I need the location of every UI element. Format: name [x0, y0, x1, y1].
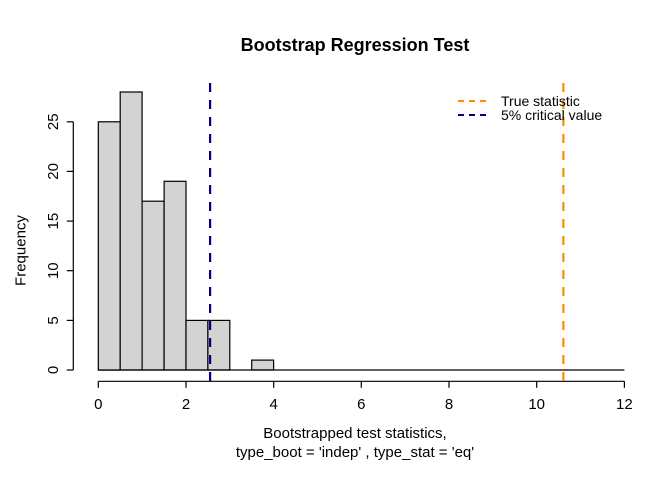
x-axis-label: Bootstrapped test statistics, type_boot … [105, 424, 605, 462]
legend: True statistic 5% critical value [458, 93, 603, 123]
y-axis-tick-label: 0 [45, 366, 62, 374]
true-statistic-dashed-line-swatch [458, 100, 486, 102]
histogram-bar [97, 121, 121, 371]
y-axis-tick-label: 15 [45, 213, 62, 230]
legend-item-true-statistic: True statistic [458, 93, 602, 109]
critical-value-dashed-line-swatch [458, 114, 486, 116]
x-axis-label-line1: Bootstrapped test statistics, [263, 425, 447, 442]
y-axis-tick-label: 10 [45, 262, 62, 279]
x-axis-tick-label: 4 [270, 396, 278, 413]
x-axis-tick-label: 8 [445, 396, 453, 413]
x-axis-tick-label: 12 [616, 396, 633, 413]
histogram-bar [141, 200, 165, 371]
x-axis-tick-label: 6 [357, 396, 365, 413]
x-axis-label-line2: type_boot = 'indep' , type_stat = 'eq' [235, 444, 475, 461]
histogram-bar [185, 319, 209, 371]
legend-label-true-statistic: True statistic [501, 93, 580, 109]
y-axis-label: Frequency [12, 215, 30, 286]
y-axis-tick-label: 25 [45, 113, 62, 130]
y-axis-tick-label: 20 [45, 163, 62, 180]
x-axis-tick-label: 0 [94, 396, 102, 413]
x-axis-tick-label: 10 [528, 396, 545, 413]
legend-label-critical-value: 5% critical value [501, 107, 603, 123]
y-axis-tick-label: 5 [45, 316, 62, 324]
histogram-bar [163, 180, 187, 371]
x-axis-tick-label: 2 [182, 396, 190, 413]
histogram-bar [251, 359, 275, 371]
histogram-bar [119, 91, 143, 371]
chart-title: Bootstrap Regression Test [240, 35, 470, 55]
legend-item-critical-value: 5% critical value [458, 107, 603, 123]
